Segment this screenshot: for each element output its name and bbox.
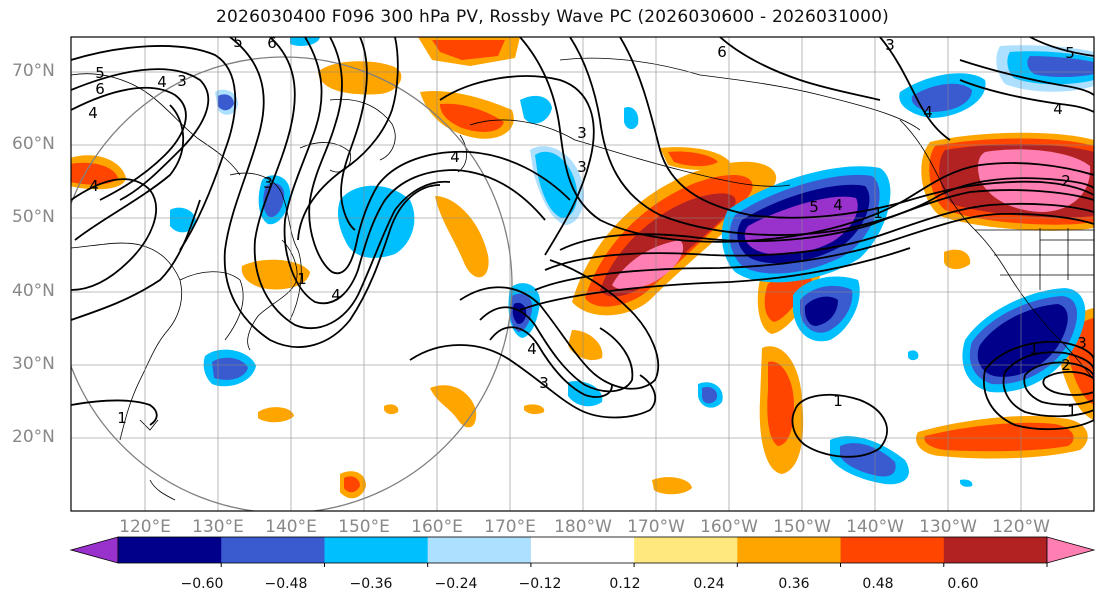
map-title: 2026030400 F096 300 hPa PV, Rossby Wave …	[216, 7, 889, 27]
colorbar-boxes	[117, 536, 1048, 564]
contour-label: 4	[89, 177, 99, 195]
contour-label: 5	[95, 64, 105, 82]
lon-label: 130°W	[919, 517, 977, 537]
contour-label: 4	[331, 286, 341, 304]
pv-contours	[71, 37, 1094, 458]
lon-label: 140°E	[265, 517, 317, 537]
lat-label-20n: 20°N	[12, 427, 55, 447]
contour-label: 3	[177, 72, 187, 90]
lon-label: 160°W	[700, 517, 758, 537]
colorbar-segment	[118, 537, 222, 563]
lat-label-30n: 30°N	[12, 354, 55, 374]
contour-label: 1	[833, 392, 843, 410]
colorbar-tick-label: −0.48	[264, 576, 308, 592]
contour-label: 3	[577, 158, 587, 176]
contour-label: 3	[1077, 334, 1087, 352]
contour-label: 4	[88, 104, 98, 122]
contour-label: 4	[1053, 100, 1063, 118]
lat-label-70n: 70°N	[12, 61, 55, 81]
lon-label: 170°E	[484, 517, 536, 537]
contour-label: 5	[809, 198, 819, 216]
colorbar-tick-label: −0.36	[349, 576, 393, 592]
contour-label: 4	[527, 340, 537, 358]
colorbar-segment	[943, 537, 1048, 563]
contour-label: 1	[1029, 340, 1039, 358]
lon-label: 180°W	[554, 517, 612, 537]
contour-label: 2	[1061, 356, 1071, 374]
contour-label: 6	[95, 80, 105, 98]
contour-label: 1	[297, 270, 307, 288]
colorbar-extend-min	[69, 536, 119, 564]
contour-label: 3	[885, 36, 895, 54]
colorbar-segment	[324, 537, 429, 563]
lon-label: 130°E	[192, 517, 244, 537]
contour-label: 5	[1065, 44, 1075, 62]
contour-label: 2	[1061, 172, 1071, 190]
colorbar-segment	[221, 537, 325, 563]
colorbar-segment	[840, 537, 945, 563]
contour-label: 3	[263, 174, 273, 192]
colorbar-tick-label: −0.12	[518, 576, 562, 592]
lon-label: 150°W	[773, 517, 831, 537]
pv-anomaly-fill	[71, 37, 1094, 499]
colorbar-tick-label: 0.24	[693, 576, 725, 592]
contour-label: 4	[157, 73, 167, 91]
colorbar	[69, 536, 1096, 567]
contour-label: 1	[117, 409, 127, 427]
lon-label: 160°E	[411, 517, 463, 537]
contour-label: 5	[233, 33, 243, 51]
gridlines	[71, 37, 1094, 511]
lon-label: 150°E	[338, 517, 390, 537]
colorbar-tick-label: 0.12	[609, 576, 641, 592]
colorbar-segment	[737, 537, 842, 563]
colorbar-segment	[634, 537, 738, 563]
lon-label: 140°W	[846, 517, 904, 537]
contour-label: 1	[873, 204, 883, 222]
range-circle	[71, 56, 513, 511]
lat-label-60n: 60°N	[12, 134, 55, 154]
colorbar-tick-label: 0.60	[947, 576, 979, 592]
contour-label: 3	[577, 124, 587, 142]
contour-label: 6	[717, 43, 727, 61]
colorbar-ticks	[220, 563, 1048, 567]
contour-label: 1	[1067, 402, 1077, 420]
lon-label: 170°W	[627, 517, 685, 537]
colorbar-tick-label: −0.60	[180, 576, 224, 592]
contour-label: 6	[267, 34, 277, 52]
contour-label: 4	[833, 196, 843, 214]
contour-label: 3	[539, 374, 549, 392]
map-frame	[70, 36, 1095, 512]
colorbar-tick-label: 0.48	[862, 576, 894, 592]
lat-label-50n: 50°N	[12, 207, 55, 227]
colorbar-tick-label: −0.24	[434, 576, 478, 592]
colorbar-extend-max	[1046, 536, 1096, 564]
lon-label: 120°W	[992, 517, 1050, 537]
contour-labels: 5 6 4 3 5 6 4 4 3 6 2 3 4 4 5 3 3 4 1 4 …	[88, 33, 1087, 427]
lon-label: 120°E	[119, 517, 171, 537]
colorbar-tick-label: 0.36	[778, 576, 810, 592]
colorbar-segment	[427, 537, 532, 563]
lat-label-40n: 40°N	[12, 281, 55, 301]
contour-label: 4	[923, 103, 933, 121]
contour-label: 4	[450, 148, 460, 166]
colorbar-segment	[530, 537, 635, 563]
